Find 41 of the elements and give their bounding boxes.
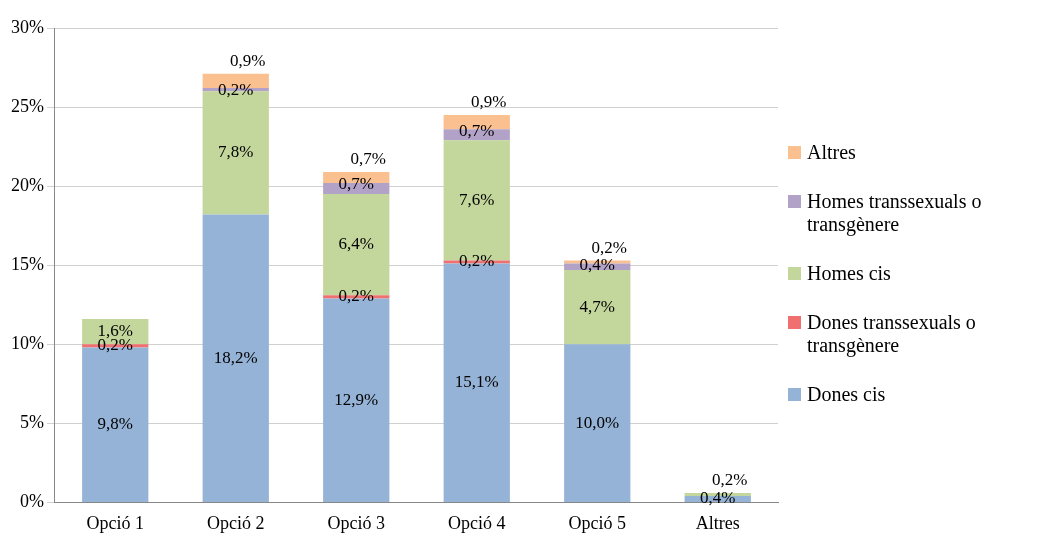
data-label: 0,2% [591, 237, 627, 257]
data-label: 0,9% [471, 92, 507, 112]
data-label: 0,2% [218, 79, 254, 99]
x-tick-label: Opció 5 [568, 512, 626, 533]
legend-label: Homes cis [807, 261, 891, 285]
data-label: 0,7% [338, 174, 374, 194]
legend-label: Dones cis [807, 382, 886, 406]
data-label: 7,6% [459, 189, 495, 209]
y-tick-label: 0% [19, 491, 44, 512]
data-label: 0,7% [459, 120, 495, 140]
y-tick-label: 25% [10, 95, 44, 116]
data-label: 0,4% [700, 487, 736, 507]
x-tick-label: Opció 2 [207, 512, 265, 533]
data-label: 0,9% [230, 51, 266, 71]
data-label: 0,2% [712, 470, 748, 490]
y-tick-label: 10% [10, 333, 44, 353]
data-label: 18,2% [213, 347, 258, 367]
legend-label: Altres [807, 140, 856, 164]
data-label: 4,7% [579, 296, 615, 316]
legend-label: Dones transsexuals o transgènere [807, 310, 977, 357]
data-label: 12,9% [334, 389, 379, 409]
y-tick-label: 15% [10, 253, 44, 274]
y-tick-label: 30% [10, 16, 44, 37]
y-tick-label: 5% [19, 412, 44, 433]
legend-label: Homes transsexuals o transgènere [807, 189, 983, 236]
x-tick-label: Altres [695, 512, 740, 533]
data-label: 0,2% [459, 251, 495, 271]
x-tick-label: Opció 4 [448, 512, 506, 533]
data-label: 0,4% [579, 255, 615, 275]
data-label: 6,4% [338, 234, 374, 254]
data-label: 15,1% [454, 372, 499, 392]
bar [564, 344, 631, 502]
data-label: 10,0% [575, 412, 620, 432]
y-tick-label: 20% [10, 174, 44, 195]
data-label: 0,7% [350, 149, 386, 169]
data-label: 9,8% [97, 414, 133, 434]
x-tick-label: Opció 3 [327, 512, 385, 533]
bar [202, 214, 269, 502]
x-tick-label: Opció 1 [86, 512, 144, 533]
data-label: 0,2% [338, 285, 374, 305]
data-label: 7,8% [218, 142, 254, 162]
